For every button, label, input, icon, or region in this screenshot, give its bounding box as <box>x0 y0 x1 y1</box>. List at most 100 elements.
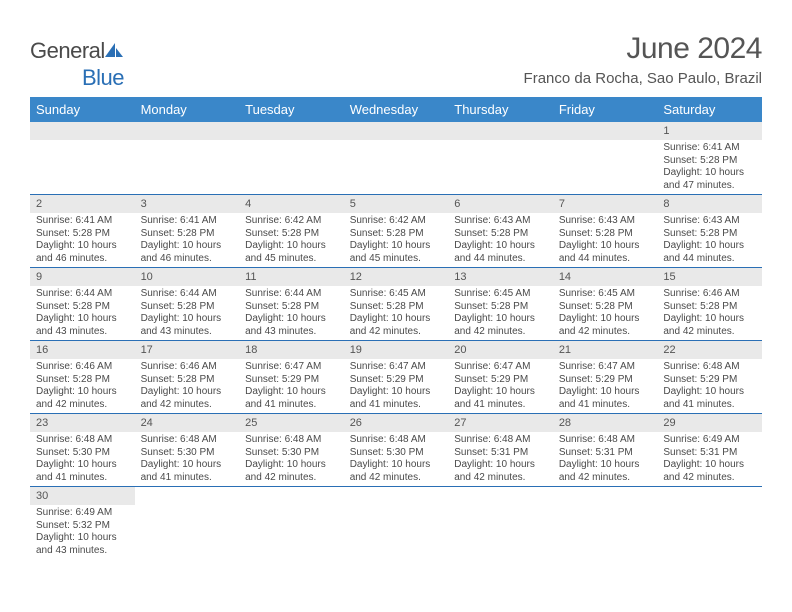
day-header-row: Sunday Monday Tuesday Wednesday Thursday… <box>30 97 762 122</box>
day-details: Sunrise: 6:47 AMSunset: 5:29 PMDaylight:… <box>344 359 449 413</box>
calendar-table: Sunday Monday Tuesday Wednesday Thursday… <box>30 97 762 559</box>
day-number: 9 <box>30 268 135 286</box>
calendar-day-cell: 23Sunrise: 6:48 AMSunset: 5:30 PMDayligh… <box>30 414 135 487</box>
calendar-day-cell: 26Sunrise: 6:48 AMSunset: 5:30 PMDayligh… <box>344 414 449 487</box>
day-details: Sunrise: 6:48 AMSunset: 5:30 PMDaylight:… <box>239 432 344 486</box>
calendar-day-cell <box>135 122 240 195</box>
day-details <box>344 140 449 144</box>
month-title: June 2024 <box>524 32 762 66</box>
day-details: Sunrise: 6:46 AMSunset: 5:28 PMDaylight:… <box>657 286 762 340</box>
day-number: 3 <box>135 195 240 213</box>
calendar-day-cell: 9Sunrise: 6:44 AMSunset: 5:28 PMDaylight… <box>30 268 135 341</box>
day-number <box>135 122 240 140</box>
calendar-day-cell <box>657 487 762 560</box>
day-number: 1 <box>657 122 762 140</box>
day-number: 16 <box>30 341 135 359</box>
calendar-day-cell: 17Sunrise: 6:46 AMSunset: 5:28 PMDayligh… <box>135 341 240 414</box>
location: Franco da Rocha, Sao Paulo, Brazil <box>524 70 762 87</box>
calendar-day-cell: 12Sunrise: 6:45 AMSunset: 5:28 PMDayligh… <box>344 268 449 341</box>
day-details <box>30 140 135 144</box>
calendar-day-cell: 1Sunrise: 6:41 AMSunset: 5:28 PMDaylight… <box>657 122 762 195</box>
calendar-day-cell: 29Sunrise: 6:49 AMSunset: 5:31 PMDayligh… <box>657 414 762 487</box>
day-details: Sunrise: 6:41 AMSunset: 5:28 PMDaylight:… <box>135 213 240 267</box>
day-number: 11 <box>239 268 344 286</box>
day-number: 29 <box>657 414 762 432</box>
day-details: Sunrise: 6:48 AMSunset: 5:31 PMDaylight:… <box>448 432 553 486</box>
calendar-day-cell <box>448 487 553 560</box>
day-number: 17 <box>135 341 240 359</box>
day-details: Sunrise: 6:45 AMSunset: 5:28 PMDaylight:… <box>344 286 449 340</box>
calendar-day-cell <box>553 487 658 560</box>
brand-logo: GeneralBlue <box>30 38 126 91</box>
day-number: 14 <box>553 268 658 286</box>
calendar-day-cell: 2Sunrise: 6:41 AMSunset: 5:28 PMDaylight… <box>30 195 135 268</box>
calendar-day-cell <box>135 487 240 560</box>
day-details: Sunrise: 6:43 AMSunset: 5:28 PMDaylight:… <box>553 213 658 267</box>
calendar-day-cell: 6Sunrise: 6:43 AMSunset: 5:28 PMDaylight… <box>448 195 553 268</box>
day-header: Saturday <box>657 97 762 122</box>
calendar-day-cell: 10Sunrise: 6:44 AMSunset: 5:28 PMDayligh… <box>135 268 240 341</box>
day-header: Tuesday <box>239 97 344 122</box>
day-number: 23 <box>30 414 135 432</box>
day-details: Sunrise: 6:44 AMSunset: 5:28 PMDaylight:… <box>30 286 135 340</box>
day-number: 6 <box>448 195 553 213</box>
calendar-day-cell: 18Sunrise: 6:47 AMSunset: 5:29 PMDayligh… <box>239 341 344 414</box>
calendar-day-cell: 22Sunrise: 6:48 AMSunset: 5:29 PMDayligh… <box>657 341 762 414</box>
calendar-day-cell: 27Sunrise: 6:48 AMSunset: 5:31 PMDayligh… <box>448 414 553 487</box>
calendar-day-cell: 14Sunrise: 6:45 AMSunset: 5:28 PMDayligh… <box>553 268 658 341</box>
day-number <box>30 122 135 140</box>
calendar-day-cell: 11Sunrise: 6:44 AMSunset: 5:28 PMDayligh… <box>239 268 344 341</box>
day-details: Sunrise: 6:47 AMSunset: 5:29 PMDaylight:… <box>553 359 658 413</box>
day-details: Sunrise: 6:47 AMSunset: 5:29 PMDaylight:… <box>239 359 344 413</box>
calendar-week: 23 Sunrise: 6:48 AMSunset: 5:30 PMDayligh… <box>30 414 762 487</box>
day-number: 13 <box>448 268 553 286</box>
calendar-day-cell <box>344 122 449 195</box>
day-number: 7 <box>553 195 658 213</box>
day-number: 21 <box>553 341 658 359</box>
calendar-day-cell: 7Sunrise: 6:43 AMSunset: 5:28 PMDaylight… <box>553 195 658 268</box>
day-header: Sunday <box>30 97 135 122</box>
day-number: 28 <box>553 414 658 432</box>
calendar-day-cell: 19Sunrise: 6:47 AMSunset: 5:29 PMDayligh… <box>344 341 449 414</box>
day-number: 4 <box>239 195 344 213</box>
calendar-week: 16Sunrise: 6:46 AMSunset: 5:28 PMDayligh… <box>30 341 762 414</box>
day-details: Sunrise: 6:42 AMSunset: 5:28 PMDaylight:… <box>239 213 344 267</box>
calendar-week: 1Sunrise: 6:41 AMSunset: 5:28 PMDaylight… <box>30 122 762 195</box>
day-number <box>553 122 658 140</box>
calendar-day-cell: 13Sunrise: 6:45 AMSunset: 5:28 PMDayligh… <box>448 268 553 341</box>
brand-blue: Blue <box>82 65 124 90</box>
day-details: Sunrise: 6:46 AMSunset: 5:28 PMDaylight:… <box>30 359 135 413</box>
calendar-day-cell: 30Sunrise: 6:49 AMSunset: 5:32 PMDayligh… <box>30 487 135 560</box>
calendar-day-cell <box>344 487 449 560</box>
day-details: Sunrise: 6:44 AMSunset: 5:28 PMDaylight:… <box>239 286 344 340</box>
calendar-day-cell: 24Sunrise: 6:48 AMSunset: 5:30 PMDayligh… <box>135 414 240 487</box>
day-details: Sunrise: 6:46 AMSunset: 5:28 PMDaylight:… <box>135 359 240 413</box>
day-number: 19 <box>344 341 449 359</box>
brand-general: General <box>30 38 105 63</box>
day-header: Wednesday <box>344 97 449 122</box>
calendar-day-cell <box>239 122 344 195</box>
calendar-day-cell: 25Sunrise: 6:48 AMSunset: 5:30 PMDayligh… <box>239 414 344 487</box>
calendar-day-cell: 3Sunrise: 6:41 AMSunset: 5:28 PMDaylight… <box>135 195 240 268</box>
day-details <box>448 140 553 144</box>
day-number: 24 <box>135 414 240 432</box>
day-number: 20 <box>448 341 553 359</box>
day-number <box>344 122 449 140</box>
day-details: Sunrise: 6:45 AMSunset: 5:28 PMDaylight:… <box>448 286 553 340</box>
day-header: Friday <box>553 97 658 122</box>
day-number <box>448 122 553 140</box>
day-number: 22 <box>657 341 762 359</box>
day-number: 27 <box>448 414 553 432</box>
day-header: Monday <box>135 97 240 122</box>
day-number: 15 <box>657 268 762 286</box>
day-details: Sunrise: 6:45 AMSunset: 5:28 PMDaylight:… <box>553 286 658 340</box>
day-details: Sunrise: 6:48 AMSunset: 5:31 PMDaylight:… <box>553 432 658 486</box>
day-number: 8 <box>657 195 762 213</box>
day-details: Sunrise: 6:44 AMSunset: 5:28 PMDaylight:… <box>135 286 240 340</box>
calendar-day-cell <box>448 122 553 195</box>
calendar-day-cell: 15Sunrise: 6:46 AMSunset: 5:28 PMDayligh… <box>657 268 762 341</box>
calendar-day-cell: 21Sunrise: 6:47 AMSunset: 5:29 PMDayligh… <box>553 341 658 414</box>
calendar-week: 30Sunrise: 6:49 AMSunset: 5:32 PMDayligh… <box>30 487 762 560</box>
day-details: Sunrise: 6:49 AMSunset: 5:32 PMDaylight:… <box>30 505 135 559</box>
header: GeneralBlue June 2024 Franco da Rocha, S… <box>30 32 762 91</box>
